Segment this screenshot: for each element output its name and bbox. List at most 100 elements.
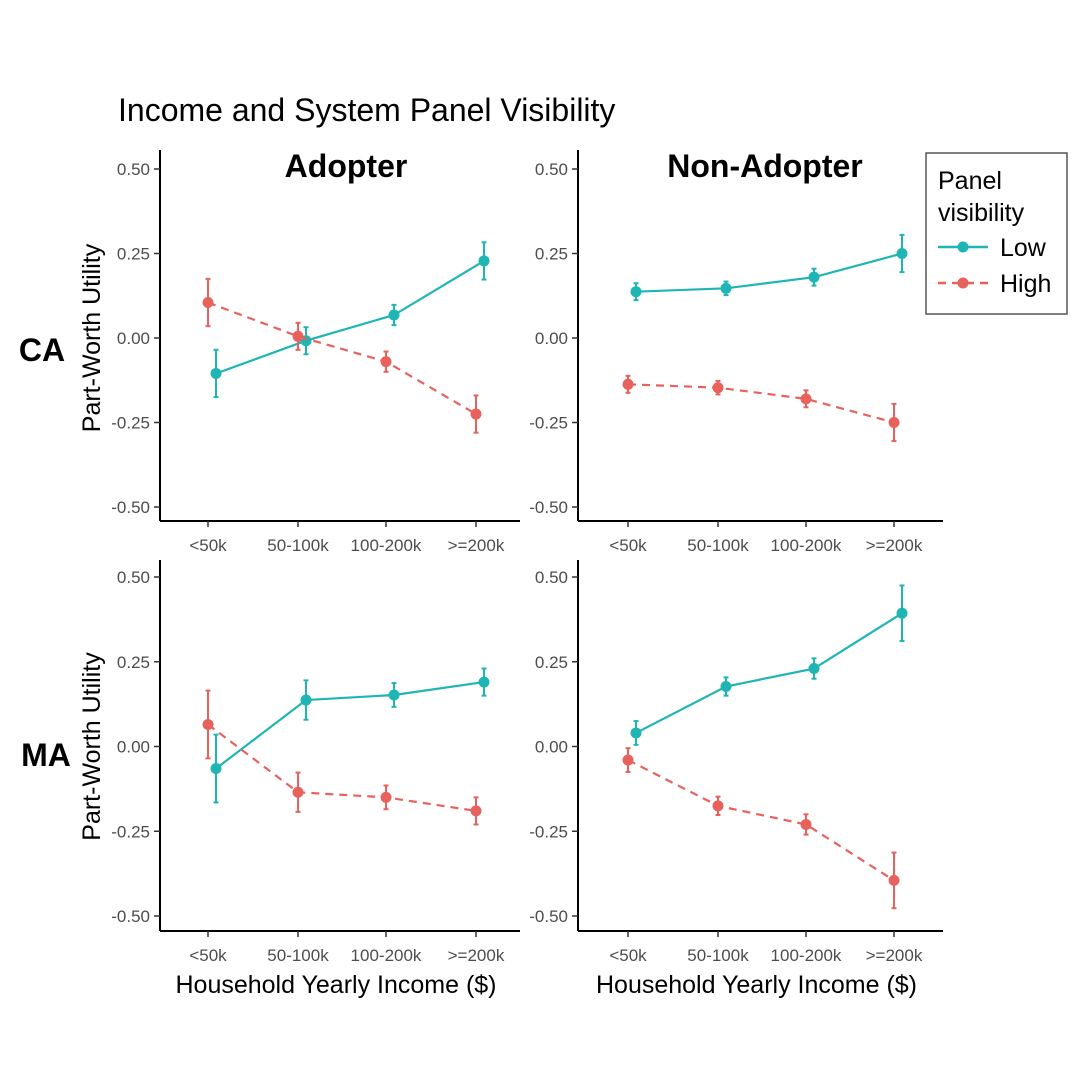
panel-ca-non-adopter-x-tick-label: >=200k: [866, 536, 923, 555]
panel-ca-adopter-x-tick-label: 100-200k: [351, 536, 422, 555]
panel-ma-non-adopter-x-tick-label: 50-100k: [687, 946, 749, 965]
panel-ca-adopter-x-tick-label: >=200k: [448, 536, 505, 555]
panel-ca-adopter: 0.50 0.25 0.00 -0.25 -0.50 <50k 50-100k 100-200…: [78, 150, 520, 555]
panel-ca-non-adopter-y-tick-label: 0.25: [535, 245, 568, 264]
panel-ca-adopter-series-low-point: [388, 309, 400, 321]
panel-ma-non-adopter-series-low-point: [630, 727, 642, 739]
panel-ca-non-adopter: 0.50 0.25 0.00 -0.25 -0.50 <50k 50-100k 100-200…: [529, 150, 943, 555]
panel-ca-non-adopter-series-low-point: [630, 286, 642, 298]
panel-ma-adopter-series-low-point: [478, 676, 490, 688]
panel-ma-non-adopter-y-tick-label: 0.50: [535, 568, 568, 587]
panel-ma-non-adopter-series-low-point: [720, 680, 732, 692]
panel-ma-non-adopter-y-tick-label: -0.25: [529, 822, 568, 841]
panel-ma-non-adopter-x-axis-label: Household Yearly Income ($): [596, 971, 917, 999]
panel-ma-adopter-x-tick-label: >=200k: [448, 946, 505, 965]
panel-ma-non-adopter-x-tick-label: 100-200k: [771, 946, 842, 965]
panels-layer: 0.50 0.25 0.00 -0.25 -0.50 <50k 50-100k 100-200…: [78, 150, 943, 999]
panel-ca-non-adopter-y-tick-label: 0.50: [535, 160, 568, 179]
panel-ma-adopter-series-high-point: [292, 786, 304, 798]
panel-ma-non-adopter-x-tick-label: >=200k: [866, 946, 923, 965]
panel-ma-adopter-series-high-line: [207, 723, 477, 812]
panel-ca-adopter-y-tick-label: -0.25: [111, 414, 150, 433]
panel-ma-adopter-series-high-point: [470, 805, 482, 817]
panel-ca-adopter-series-high: [202, 277, 482, 434]
panel-ca-non-adopter-series-high-point: [800, 393, 812, 405]
panel-ca-non-adopter-x-tick-label: 50-100k: [687, 536, 749, 555]
panel-ca-adopter-x-tick-label: 50-100k: [267, 536, 329, 555]
legend-entries: Low High: [938, 234, 1051, 298]
panel-ma-non-adopter-y-tick-label: -0.50: [529, 907, 568, 926]
panel-ma-adopter-series-low-line: [215, 681, 485, 770]
panel-ma-adopter-series-low-point: [210, 763, 222, 775]
panel-ma-non-adopter-x-tick-label: <50k: [609, 946, 647, 965]
panel-ma-non-adopter-series-high: [622, 747, 900, 910]
panel-ma-non-adopter-series-low-point: [896, 607, 908, 619]
legend-entry-high-label: High: [1000, 270, 1051, 298]
panel-ma-adopter-y-tick-label: 0.00: [117, 738, 150, 757]
panel-ca-adopter-series-high-point: [202, 297, 214, 309]
row-label-ca: CA: [19, 332, 65, 368]
panel-ca-non-adopter-x-tick-label: 100-200k: [771, 536, 842, 555]
panel-ca-adopter-series-high-point: [470, 408, 482, 420]
legend-entry-low-label: Low: [1000, 234, 1047, 262]
panel-ca-adopter-series-low-point: [210, 367, 222, 379]
legend-title-line2: visibility: [938, 199, 1025, 227]
panel-ca-adopter-y-tick-label: 0.25: [117, 245, 150, 264]
legend-box: [925, 152, 1068, 315]
panel-ca-non-adopter-y-tick-label: 0.00: [535, 329, 568, 348]
panel-ma-non-adopter-series-high-point: [622, 754, 634, 766]
panel-ma-non-adopter-series-high-line: [627, 759, 895, 882]
panel-ca-non-adopter-x-tick-label: <50k: [609, 536, 647, 555]
panel-ca-non-adopter-y-tick-label: -0.25: [529, 414, 568, 433]
panel-ca-adopter-series-high-point: [380, 356, 392, 368]
panel-ca-non-adopter-y-tick-label: -0.50: [529, 498, 568, 517]
panel-ma-adopter-x-tick-label: 100-200k: [351, 946, 422, 965]
panel-ca-non-adopter-series-high-point: [622, 378, 634, 390]
panel-ca-non-adopter-series-low-line: [635, 252, 903, 293]
panel-ma-adopter-y-axis-label: Part-Worth Utility: [78, 652, 106, 841]
panel-ma-non-adopter-series-low-point: [808, 663, 820, 675]
panel-ma-non-adopter-series-low: [630, 584, 908, 746]
column-label-non-adopter: Non-Adopter: [667, 148, 863, 184]
panel-ca-non-adopter-series-low-point: [808, 271, 820, 283]
panel-ca-non-adopter-series-low: [630, 233, 908, 302]
chart-title: Income and System Panel Visibility: [118, 92, 615, 128]
panel-ca-adopter-x-tick-label: <50k: [189, 536, 227, 555]
panel-ca-adopter-y-tick-label: 0.00: [117, 329, 150, 348]
panel-ma-adopter-series-low-point: [388, 689, 400, 701]
legend-entry-high-point: [957, 277, 969, 289]
panel-ma-adopter-x-axis-label: Household Yearly Income ($): [175, 971, 496, 999]
panel-ma-adopter-series-high: [202, 689, 482, 826]
column-label-adopter: Adopter: [285, 148, 408, 184]
panel-ma-adopter-series-high-point: [202, 718, 214, 730]
panel-ca-adopter-series-low-point: [478, 255, 490, 267]
panel-ma-adopter-series-low: [210, 667, 490, 804]
panel-ma-adopter-x-tick-label: <50k: [189, 946, 227, 965]
panel-ca-adopter-y-axis-label: Part-Worth Utility: [78, 243, 106, 432]
panel-ca-adopter-series-low: [210, 241, 490, 399]
panel-ma-non-adopter-series-low-line: [635, 612, 903, 734]
legend-title-line1: Panel: [938, 167, 1002, 195]
panel-ca-non-adopter-series-low-point: [896, 248, 908, 259]
panel-ma-non-adopter-series-high-point: [888, 874, 900, 886]
panel-ma-adopter-x-tick-label: 50-100k: [267, 946, 329, 965]
panel-ca-non-adopter-series-high-line: [627, 383, 895, 424]
legend: Panel visibility Low High: [925, 152, 1068, 315]
panel-ca-adopter-series-high-line: [207, 301, 477, 416]
panel-ca-non-adopter-series-low-point: [720, 282, 732, 294]
panel-ca-adopter-series-high-point: [292, 330, 304, 342]
panel-ca-adopter-series-low-line: [215, 259, 485, 375]
row-label-ma: MA: [21, 737, 71, 773]
panel-ca-non-adopter-series-high: [622, 374, 900, 443]
panel-ca-adopter-y-tick-label: 0.50: [117, 160, 150, 179]
panel-ma-adopter-y-tick-label: 0.25: [117, 653, 150, 672]
panel-ma-non-adopter-y-tick-label: 0.25: [535, 653, 568, 672]
panel-ma-non-adopter-series-high-point: [712, 800, 724, 812]
panel-ma-adopter-y-tick-label: -0.50: [111, 907, 150, 926]
panel-ca-non-adopter-series-high-point: [712, 382, 724, 394]
panel-ma-adopter-y-tick-label: 0.50: [117, 568, 150, 587]
panel-ma-adopter-y-tick-label: -0.25: [111, 822, 150, 841]
panel-ma-adopter-series-high-point: [380, 791, 392, 803]
panel-ca-non-adopter-series-high-point: [888, 417, 900, 428]
